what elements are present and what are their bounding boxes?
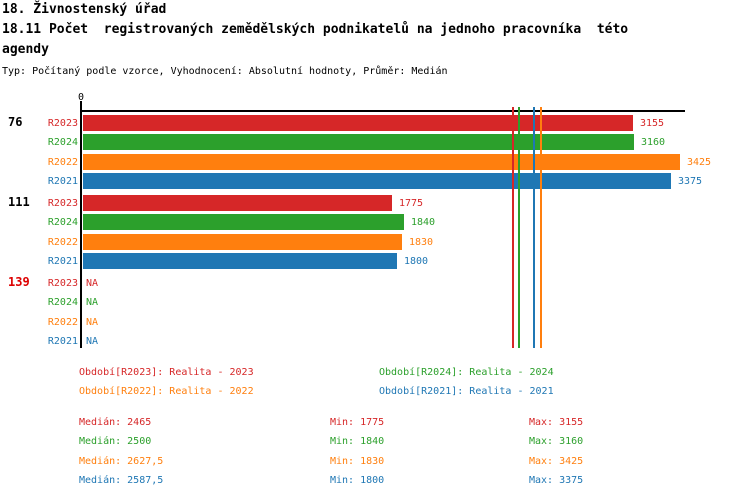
series-row-label: R2021 (47, 256, 78, 267)
bar-value-label: 3425 (687, 157, 712, 168)
median-line-r2024 (518, 107, 520, 348)
group-label: 111 (8, 195, 30, 209)
indicator-meta: Typ: Počítaný podle vzorce, Vyhodnocení:… (2, 66, 448, 77)
stats-max-cell-r2022: Max: 3425 (529, 456, 584, 467)
bar-value-label: 1840 (411, 217, 436, 228)
median-line-r2023 (512, 107, 514, 348)
stats-median-cell-r2022: Medián: 2627,5 (79, 456, 164, 467)
stats-max-cell-r2024: Max: 3160 (529, 436, 584, 447)
stats-median-cell-r2024: Medián: 2500 (79, 436, 152, 447)
legend-item-r2023: Období[R2023]: Realita - 2023 (79, 367, 254, 378)
stats-max-cell-r2021: Max: 3375 (529, 475, 584, 486)
na-value-label: NA (86, 297, 99, 308)
series-row-label: R2024 (47, 217, 78, 228)
bar-value-label: 3375 (678, 176, 703, 187)
series-row-label: R2023 (47, 278, 78, 289)
bar (83, 214, 404, 230)
stats-max-cell-r2023: Max: 3155 (529, 417, 584, 428)
bar-value-label: 3160 (641, 137, 666, 148)
series-row-label: R2023 (47, 198, 78, 209)
legend-item-r2021: Období[R2021]: Realita - 2021 (379, 386, 554, 397)
median-line-r2021 (533, 107, 535, 348)
series-row-label: R2022 (47, 317, 78, 328)
bar (83, 115, 633, 131)
bar-value-label: 3155 (640, 118, 665, 129)
legend-item-r2024: Období[R2024]: Realita - 2024 (379, 367, 554, 378)
indicator-title-line2: agendy (2, 42, 49, 57)
series-row-label: R2024 (47, 297, 78, 308)
median-line-r2022 (540, 107, 542, 348)
legend-item-r2022: Období[R2022]: Realita - 2022 (79, 386, 254, 397)
series-row-label: R2024 (47, 137, 78, 148)
page-title: 18. Živnostenský úřad (2, 2, 167, 17)
series-row-label: R2021 (47, 176, 78, 187)
bar-value-label: 1775 (399, 198, 424, 209)
y-axis-line (80, 101, 82, 348)
stats-median-cell-r2023: Medián: 2465 (79, 417, 152, 428)
stats-median-cell-r2021: Medián: 2587,5 (79, 475, 164, 486)
bar (83, 154, 680, 170)
bar (83, 173, 671, 189)
bar (83, 195, 392, 211)
na-value-label: NA (86, 278, 99, 289)
series-row-label: R2022 (47, 237, 78, 248)
series-row-label: R2023 (47, 118, 78, 129)
series-row-label: R2021 (47, 336, 78, 347)
group-label: 139 (8, 275, 30, 289)
na-value-label: NA (86, 317, 99, 328)
x-axis-line (80, 110, 685, 112)
bar (83, 134, 634, 150)
stats-min-cell-r2023: Min: 1775 (330, 417, 385, 428)
axis-origin-tick-label: 0 (77, 92, 85, 103)
na-value-label: NA (86, 336, 99, 347)
stats-min-cell-r2024: Min: 1840 (330, 436, 385, 447)
group-label: 76 (8, 115, 23, 129)
bar-value-label: 1800 (404, 256, 429, 267)
bar-value-label: 1830 (409, 237, 434, 248)
series-row-label: R2022 (47, 157, 78, 168)
bar (83, 234, 402, 250)
indicator-title-line1: 18.11 Počet registrovaných zemědělských … (2, 22, 629, 37)
bar (83, 253, 397, 269)
stats-min-cell-r2021: Min: 1800 (330, 475, 385, 486)
stats-min-cell-r2022: Min: 1830 (330, 456, 385, 467)
